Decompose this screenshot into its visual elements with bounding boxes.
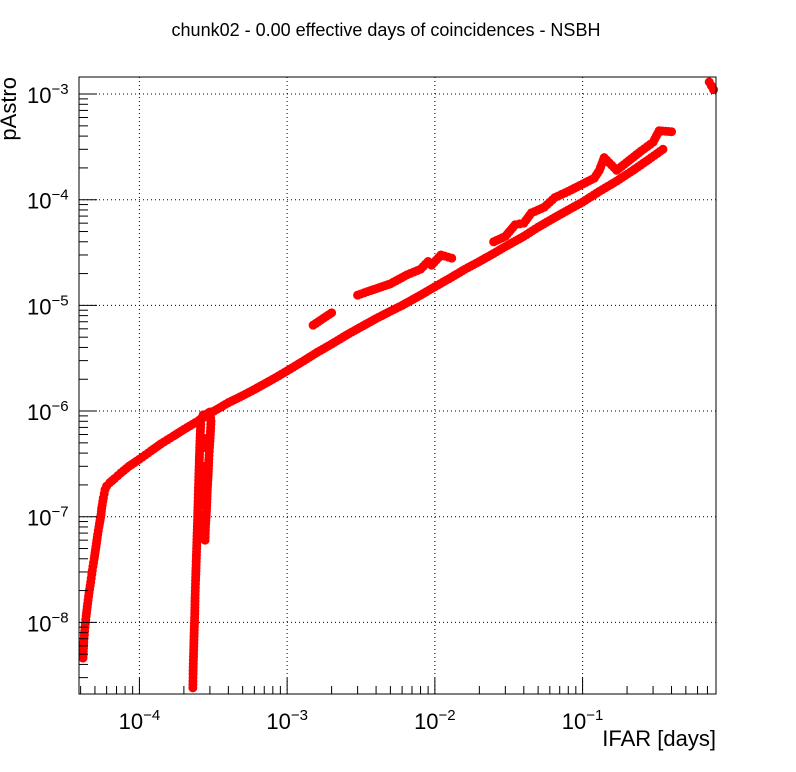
data-point [85, 581, 95, 591]
data-point [198, 464, 208, 474]
x-tick-base: 10 [562, 709, 586, 734]
data-point [191, 563, 201, 573]
y-tick-exponent: −6 [51, 398, 68, 415]
x-tick-base: 10 [119, 709, 143, 734]
data-point [201, 519, 211, 529]
y-tick-label: 10−3 [27, 81, 69, 108]
data-point [89, 558, 99, 568]
data-point [188, 669, 198, 679]
x-tick-base: 10 [266, 709, 290, 734]
plot-frame [78, 76, 717, 695]
y-tick-exponent: −3 [51, 81, 68, 98]
y-tick-label: 10−4 [27, 187, 69, 214]
y-tick-label: 10−6 [27, 398, 69, 425]
y-tick-base: 10 [27, 506, 51, 531]
x-tick-label: 10−3 [266, 707, 308, 734]
x-tick-label: 10−1 [562, 707, 604, 734]
data-point [80, 626, 90, 636]
y-tick-label: 10−8 [27, 609, 69, 636]
data-point [324, 310, 334, 320]
y-tick-exponent: −7 [51, 504, 68, 521]
x-tick-exponent: −3 [291, 707, 308, 724]
data-point [92, 532, 102, 542]
y-tick-label: 10−5 [27, 292, 69, 319]
data-point [190, 612, 200, 622]
y-tick-label: 10−7 [27, 504, 69, 531]
grid [79, 77, 716, 694]
chart-title: chunk02 - 0.00 effective days of coincid… [172, 20, 601, 40]
data-point [193, 515, 203, 525]
y-tick-base: 10 [27, 83, 51, 108]
data-point [200, 532, 210, 542]
y-tick-exponent: −4 [51, 187, 68, 204]
data-point [205, 426, 215, 436]
data-points [78, 77, 719, 693]
data-point [192, 531, 202, 541]
y-tick-base: 10 [27, 611, 51, 636]
data-series [78, 144, 668, 663]
data-point [663, 126, 673, 136]
y-tick-base: 10 [27, 294, 51, 319]
data-point [443, 252, 453, 262]
x-tick-label: 10−2 [414, 707, 456, 734]
data-point [84, 592, 94, 602]
y-axis-label: pAstro [0, 77, 21, 141]
data-point [206, 413, 216, 423]
data-point [98, 497, 108, 507]
data-point [706, 81, 716, 91]
data-series [308, 77, 719, 330]
data-point [189, 628, 199, 638]
data-point [189, 648, 199, 658]
x-tick-exponent: −2 [439, 707, 456, 724]
data-point [192, 547, 202, 557]
axes: 10−4 10−3 10−2 10−110−810−710−610−510−410−3 [27, 81, 717, 734]
data-point [93, 526, 103, 536]
data-point [82, 602, 92, 612]
data-point [199, 437, 209, 447]
data-point [204, 450, 214, 460]
y-tick-exponent: −8 [51, 609, 68, 626]
data-point [190, 579, 200, 589]
y-tick-base: 10 [27, 189, 51, 214]
data-point [655, 146, 665, 156]
x-tick-base: 10 [414, 709, 438, 734]
data-point [87, 569, 97, 579]
data-point [190, 596, 200, 606]
y-tick-base: 10 [27, 400, 51, 425]
x-tick-exponent: −4 [143, 707, 160, 724]
data-point [196, 423, 206, 433]
x-axis-label: IFAR [days] [602, 726, 716, 751]
x-tick-exponent: −1 [586, 707, 603, 724]
data-point [421, 259, 431, 269]
x-tick-label: 10−4 [119, 707, 161, 734]
y-tick-exponent: −5 [51, 292, 68, 309]
data-point [99, 489, 109, 499]
data-point [113, 471, 123, 481]
data-series [188, 407, 216, 693]
